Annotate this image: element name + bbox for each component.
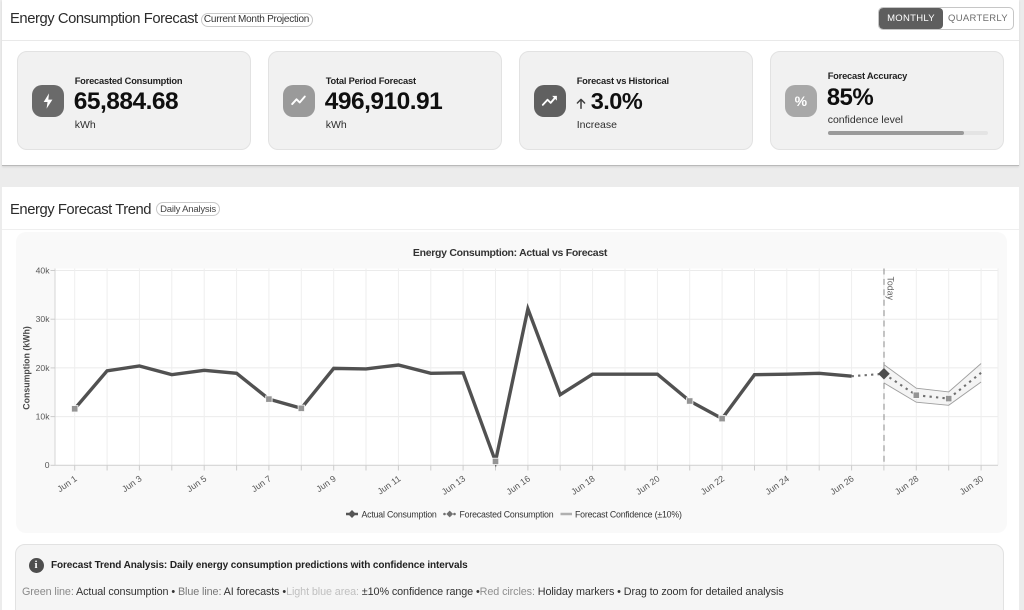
svg-text:Jun 30: Jun 30 [958,473,986,497]
svg-text:Energy Consumption: Actual vs: Energy Consumption: Actual vs Forecast [413,247,608,259]
svg-text:Today: Today [886,277,896,301]
svg-text:Jun 5: Jun 5 [185,473,209,494]
svg-text:Jun 1: Jun 1 [55,473,79,494]
svg-text:Jun 24: Jun 24 [763,473,791,497]
svg-text:Jun 13: Jun 13 [440,473,468,497]
svg-text:Jun 9: Jun 9 [314,473,338,494]
svg-text:10k: 10k [36,412,51,422]
svg-text:30k: 30k [36,314,51,324]
svg-text:40k: 40k [36,265,51,275]
svg-text:Jun 7: Jun 7 [250,473,274,494]
svg-text:Forecast Confidence (±10%): Forecast Confidence (±10%) [575,509,682,519]
svg-text:Consumption (kWh): Consumption (kWh) [22,326,32,410]
svg-text:Jun 28: Jun 28 [893,473,921,497]
svg-text:Jun 16: Jun 16 [504,473,532,497]
svg-text:Jun 20: Jun 20 [634,473,662,497]
svg-text:20k: 20k [36,363,51,373]
svg-text:Jun 18: Jun 18 [569,473,597,497]
svg-text:Actual Consumption: Actual Consumption [362,509,437,519]
svg-text:Forecasted Consumption: Forecasted Consumption [460,509,554,519]
svg-text:0: 0 [45,460,50,470]
svg-text:Jun 22: Jun 22 [699,473,727,497]
svg-text:Jun 3: Jun 3 [120,473,144,494]
svg-text:Jun 26: Jun 26 [828,473,856,497]
svg-text:Jun 11: Jun 11 [376,473,403,496]
